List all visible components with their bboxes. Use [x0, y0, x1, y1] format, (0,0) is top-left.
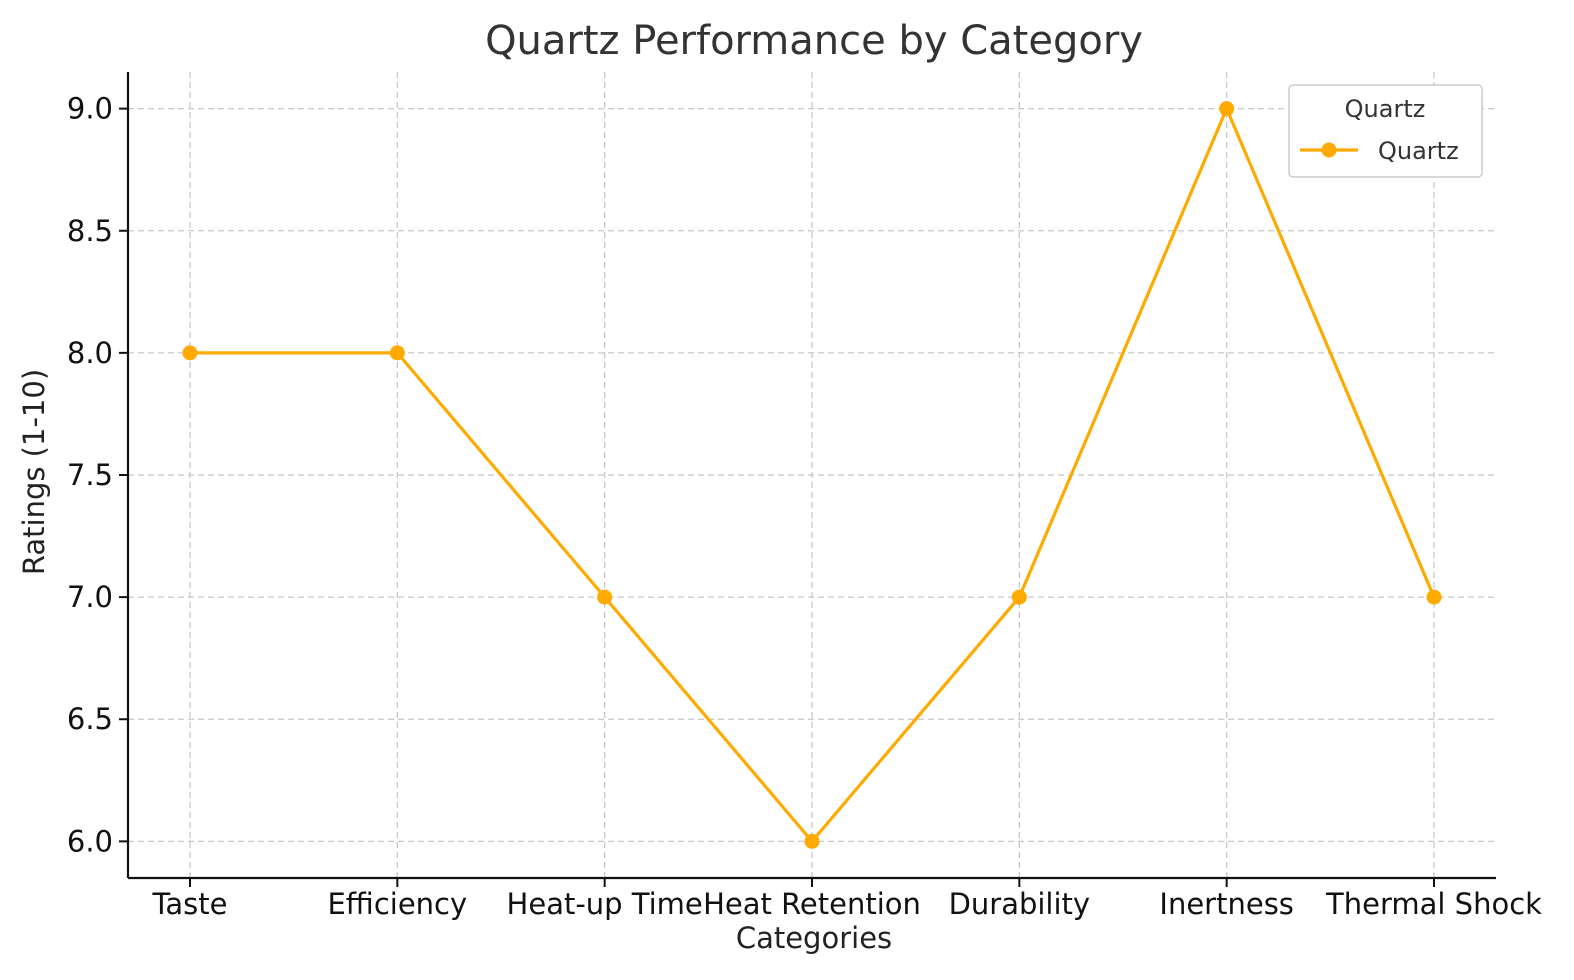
- legend: Quartz Quartz: [1288, 84, 1483, 178]
- x-tick-label: Heat Retention: [703, 887, 921, 921]
- data-point: [597, 589, 613, 605]
- x-tick-label: Taste: [151, 887, 227, 921]
- y-tick-label: 8.5: [67, 214, 113, 248]
- x-tick-label: Efficiency: [327, 887, 467, 921]
- y-axis-label: Ratings (1-10): [17, 369, 51, 575]
- y-tick-label: 7.5: [67, 458, 113, 492]
- data-point: [1426, 589, 1442, 605]
- data-point: [1219, 101, 1235, 117]
- legend-series-label: Quartz: [1378, 137, 1459, 165]
- legend-title: Quartz: [1345, 95, 1426, 123]
- data-point: [389, 345, 405, 361]
- y-tick-label: 6.5: [67, 702, 113, 736]
- data-point: [804, 833, 820, 849]
- x-tick-label: Thermal Shock: [1325, 887, 1542, 921]
- chart-title: Quartz Performance by Category: [485, 18, 1143, 64]
- y-tick-label: 8.0: [67, 336, 113, 370]
- x-tick-label: Heat-up Time: [507, 887, 703, 921]
- legend-frame: [1288, 84, 1483, 178]
- ticks: 6.0 6.5 7.0 7.5 8.0 8.5 9.0 Taste Efficiency Heat…: [67, 92, 1542, 921]
- data-point: [182, 345, 198, 361]
- y-tick-label: 9.0: [67, 92, 113, 126]
- series-layer: [182, 101, 1442, 849]
- data-point: [1011, 589, 1027, 605]
- x-tick-label: Inertness: [1159, 887, 1294, 921]
- y-tick-label: 6.0: [67, 824, 113, 858]
- x-tick-label: Durability: [949, 887, 1091, 921]
- grid: [128, 72, 1496, 878]
- legend-marker-swatch: [1321, 142, 1337, 158]
- y-tick-label: 7.0: [67, 580, 113, 614]
- x-axis-label: Categories: [736, 921, 892, 955]
